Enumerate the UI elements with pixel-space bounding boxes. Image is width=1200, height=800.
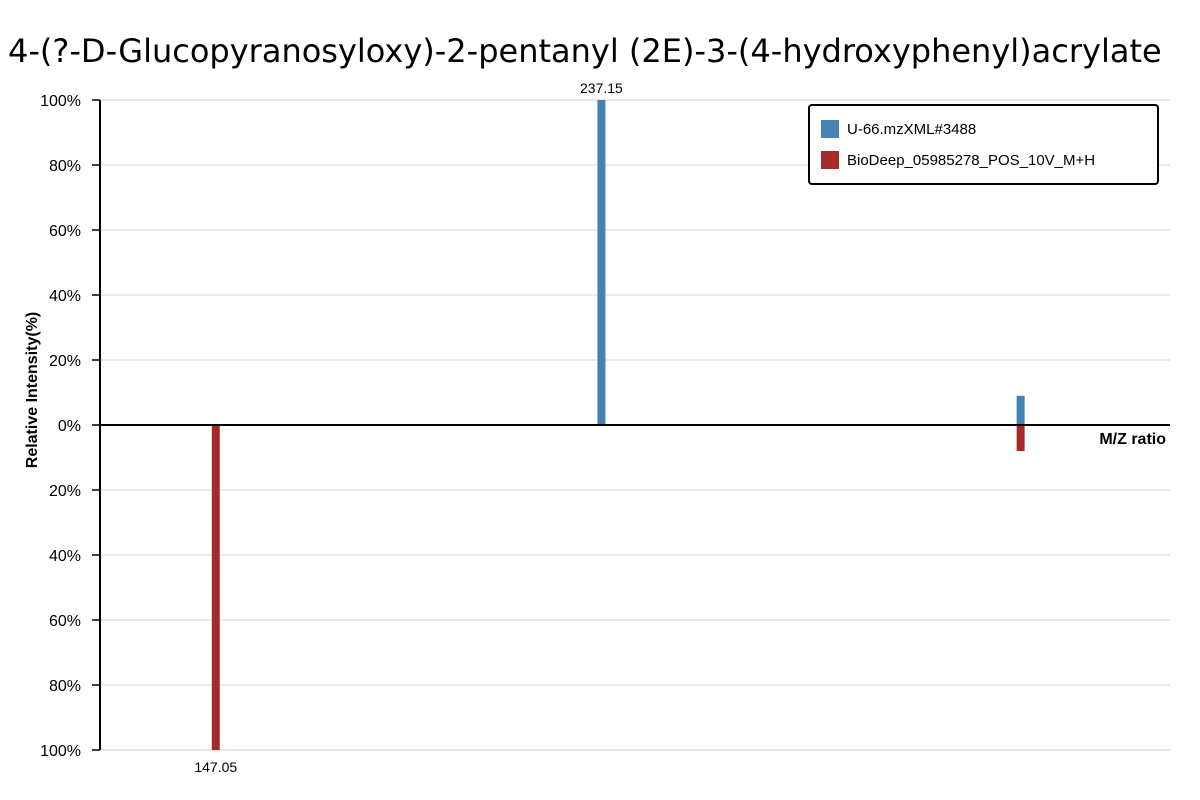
- y-tick-label: 40%: [49, 548, 81, 565]
- grid: [92, 99, 1170, 751]
- peak-bar: [1016, 395, 1025, 425]
- peak-label: 147.05: [194, 759, 237, 775]
- y-tick-labels: 100% 80% 60% 40% 20% 0% 20% 40% 60% 80% 100%: [40, 93, 81, 760]
- peaks: 237.15 147.05: [194, 80, 1025, 775]
- y-tick-label: 0%: [58, 418, 81, 435]
- y-tick-label: 80%: [49, 158, 81, 175]
- x-axis-title: M/Z ratio: [1099, 431, 1166, 448]
- axes: [99, 100, 1170, 750]
- y-tick-label: 20%: [49, 353, 81, 370]
- peak-bar: [597, 100, 606, 425]
- peak-bar: [211, 425, 220, 750]
- peak-bar: [1016, 425, 1025, 451]
- y-tick-label: 100%: [40, 93, 81, 110]
- legend-box: [808, 104, 1159, 185]
- y-tick-label: 80%: [49, 678, 81, 695]
- y-tick-label: 60%: [49, 613, 81, 630]
- y-tick-label: 100%: [40, 743, 81, 760]
- peak-label: 237.15: [580, 80, 623, 96]
- chart-title: 4-(?-D-Glucopyranosyloxy)-2-pentanyl (2E…: [8, 32, 1162, 70]
- legend-swatch-biodeep: [821, 151, 839, 169]
- legend-swatch-u66: [821, 120, 839, 138]
- legend: U-66.mzXML#3488 BioDeep_05985278_POS_10V…: [808, 104, 1159, 185]
- y-axis-title: Relative Intensity(%): [24, 312, 41, 468]
- legend-label-biodeep: BioDeep_05985278_POS_10V_M+H: [847, 152, 1095, 169]
- y-tick-label: 40%: [49, 288, 81, 305]
- y-tick-label: 20%: [49, 483, 81, 500]
- legend-label-u66: U-66.mzXML#3488: [847, 121, 976, 138]
- y-tick-label: 60%: [49, 223, 81, 240]
